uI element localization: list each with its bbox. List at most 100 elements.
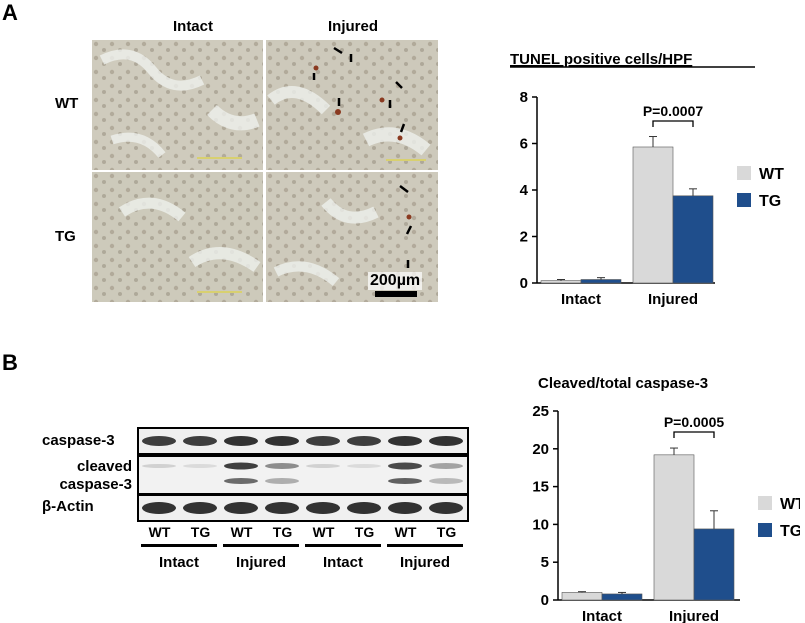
chart-title: TUNEL positive cells/HPF: [510, 51, 692, 68]
caspase3-band: [265, 436, 299, 446]
cleaved-caspase3-band: [347, 464, 381, 468]
legend-swatch-tg: [737, 193, 751, 207]
row-header-wt: WT: [55, 95, 79, 112]
blot-cleaved-caspase3-bands: [142, 462, 463, 484]
bar-tg-injured: [672, 195, 714, 284]
y-tick-label: 5: [541, 554, 549, 571]
caspase3-band: [429, 436, 463, 446]
legend-label-tg: TG: [780, 523, 800, 540]
group-bar: [387, 544, 463, 547]
micrograph-tg-intact-image: [92, 172, 263, 302]
bar-wt-injured: [653, 454, 695, 601]
p-value-label: P=0.0005: [664, 414, 725, 430]
significance-bracket: [673, 431, 715, 438]
caspase3-band: [388, 436, 422, 446]
micrograph-wt-injured-image: [266, 40, 438, 170]
cleaved-caspase3-band: [265, 463, 299, 469]
cleaved-caspase3-band: [183, 464, 217, 468]
group-bar: [223, 544, 299, 547]
cleaved-caspase3-band: [224, 478, 258, 484]
micrograph-tg-injured-image: [266, 172, 438, 302]
row-header-tg: TG: [55, 228, 76, 245]
bar-tg-injured: [693, 528, 735, 601]
beta-actin-band: [347, 502, 381, 514]
beta-actin-band: [224, 502, 258, 514]
scale-bar: [375, 291, 417, 297]
caspase3-band: [142, 436, 176, 446]
y-tick-label: 0: [541, 592, 549, 609]
lane-label: WT: [230, 524, 253, 540]
chart-title: Cleaved/total caspase-3: [538, 375, 708, 392]
x-tick-label: Intact: [582, 608, 622, 623]
y-tick-label: 8: [520, 89, 528, 106]
y-tick-label: 4: [520, 182, 529, 199]
blot-caspase3: [137, 427, 469, 455]
cleaved-caspase3-band: [429, 478, 463, 484]
legend-swatch-wt: [737, 166, 751, 180]
chart-tunel: TUNEL positive cells/HPF 0 2 4 6 8 Intact Injur…: [510, 51, 784, 308]
lane-label: TG: [272, 524, 293, 540]
p-value-label: P=0.0007: [643, 103, 704, 119]
beta-actin-band: [306, 502, 340, 514]
caspase3-band: [306, 436, 340, 446]
y-tick-label: 25: [532, 403, 549, 420]
caspase3-band: [224, 436, 258, 446]
beta-actin-band: [142, 502, 176, 514]
blot-label-beta-actin: β-Actin: [42, 498, 94, 515]
micrograph-tg-injured: [266, 172, 438, 302]
beta-actin-band: [265, 502, 299, 514]
lane-label: TG: [190, 524, 211, 540]
cleaved-caspase3-band: [142, 464, 176, 468]
micrograph-grid: [92, 40, 438, 302]
chart-caspase: Cleaved/total caspase-3 0 5 10 15 20 25 Intact I…: [532, 375, 800, 623]
bar-wt-intact: [561, 592, 603, 601]
lane-label: WT: [312, 524, 335, 540]
bar-wt-injured: [632, 146, 674, 284]
beta-actin-band: [183, 502, 217, 514]
lane-label: TG: [436, 524, 457, 540]
micrograph-wt-injured: [266, 40, 438, 170]
significance-bracket: [652, 120, 694, 127]
legend-label-wt: WT: [759, 166, 784, 183]
blot-beta-actin: [137, 494, 469, 522]
group-bar: [141, 544, 217, 547]
group-bar: [305, 544, 381, 547]
cleaved-caspase3-band: [224, 462, 258, 470]
col-header-injured: Injured: [327, 18, 378, 35]
legend-label-tg: TG: [759, 193, 781, 210]
lane-label: TG: [354, 524, 375, 540]
group-label: Intact: [322, 554, 363, 571]
panel-a-letter: A: [2, 0, 18, 25]
micrograph-wt-intact-image: [92, 40, 263, 170]
y-tick-label: 15: [532, 479, 549, 496]
blot-caspase3-bands: [142, 436, 463, 446]
y-tick-label: 20: [532, 441, 549, 458]
y-tick-label: 6: [520, 136, 528, 153]
blot-beta-actin-bands: [142, 502, 463, 514]
caspase3-band: [183, 436, 217, 446]
legend-swatch-wt: [758, 496, 772, 510]
micrograph-wt-intact: [92, 40, 263, 170]
col-header-intact: Intact: [172, 18, 213, 35]
legend-swatch-tg: [758, 523, 772, 537]
bar-wt-intact: [540, 280, 582, 284]
group-label: Injured: [235, 554, 286, 571]
cleaved-caspase3-band: [306, 464, 340, 468]
micrograph-tg-intact: [92, 172, 263, 302]
y-tick-label: 10: [532, 516, 549, 533]
beta-actin-band: [388, 502, 422, 514]
lane-label: WT: [148, 524, 171, 540]
blot-cleaved-caspase3: [137, 455, 469, 495]
scale-bar-label: 200µm: [368, 272, 423, 290]
x-tick-label: Intact: [561, 291, 601, 308]
cleaved-caspase3-band: [388, 462, 422, 470]
panel-b-letter: B: [2, 350, 18, 375]
group-label: Injured: [399, 554, 450, 571]
beta-actin-band: [429, 502, 463, 514]
caspase3-band: [347, 436, 381, 446]
y-tick-label: 0: [520, 275, 528, 292]
cleaved-caspase3-band: [265, 478, 299, 484]
x-tick-label: Injured: [648, 291, 698, 308]
cleaved-caspase3-band: [429, 463, 463, 469]
x-tick-label: Injured: [669, 608, 719, 623]
